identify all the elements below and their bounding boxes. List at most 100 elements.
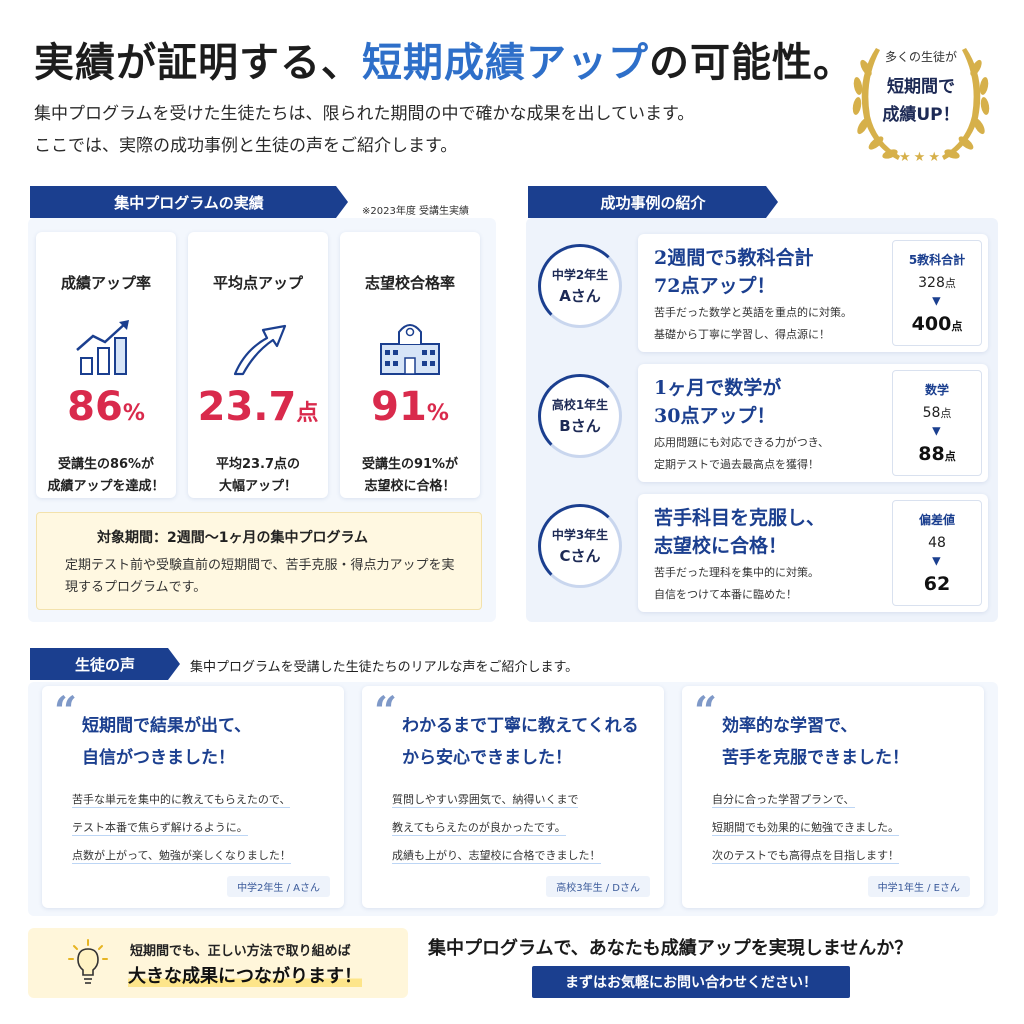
case-text: 苦手だった数学と英語を重点的に対策。 基礎から丁寧に学習し、得点源に！ <box>654 302 884 346</box>
stat-label: 平均点アップ <box>212 274 303 292</box>
student-circle: 中学2年生 Aさん <box>538 244 622 328</box>
stat-description-line: 大幅アップ！ <box>218 479 297 494</box>
score-box: 偏差値 48 ▶ 62 <box>892 500 982 606</box>
voice-text: 質問しやすい雰囲気で、納得いくまで 教えてもらえたのが良かったです。 成績も上が… <box>392 786 660 870</box>
cases-heading: 成功事例の紹介 <box>528 186 778 218</box>
tip-highlight-text: 大きな成果につながります！ <box>128 966 362 987</box>
tip-box: 短期間でも、正しい方法で取り組めば 大きな成果につながります！ <box>28 928 408 998</box>
case-card: 1ヶ月で数学が 30点アップ！ 応用問題にも対応できる力がつき、 定期テストで過… <box>638 364 988 482</box>
stat-unit: % <box>122 401 145 426</box>
voice-title: 効率的な学習で、 苦手を克服できました！ <box>722 710 978 774</box>
case-title-line: 2週間で5教科合計 <box>654 247 814 269</box>
score-unit: 点 <box>951 320 963 333</box>
tip-text: 短期間でも、正しい方法で取り組めば <box>130 944 351 959</box>
score-box: 数学 58点 ▶ 88点 <box>892 370 982 476</box>
quote-mark-icon: “ <box>54 688 78 735</box>
stat-label: 成績アップ率 <box>60 274 151 292</box>
voice-title: 短期間で結果が出て、 自信がつきました！ <box>82 710 338 774</box>
voice-title-line: 効率的な学習で、 <box>722 716 858 736</box>
stat-description: 平均23.7点の 大幅アップ！ <box>188 454 328 498</box>
stat-description-line: 受講生の86%が <box>57 457 155 472</box>
voice-author-tag: 高校3年生 / Dさん <box>546 876 650 897</box>
score-unit: 点 <box>940 407 952 420</box>
score-before: 328点 <box>893 275 981 291</box>
score-label: 偏差値 <box>918 513 955 527</box>
cta-heading: 集中プログラムで、あなたも成績アップを実現しませんか？ <box>428 938 913 959</box>
case-text-line: 定期テストで過去最高点を獲得！ <box>654 458 819 471</box>
student-name: Aさん <box>559 287 601 305</box>
page-title-post: の可能性。 <box>649 39 854 86</box>
case-text-line: 苦手だった理科を集中的に対策。 <box>654 566 819 579</box>
case-row: 高校1年生 Bさん 1ヶ月で数学が 30点アップ！ 応用問題にも対応できる力がつ… <box>526 364 998 488</box>
case-text: 応用問題にも対応できる力がつき、 定期テストで過去最高点を獲得！ <box>654 432 884 476</box>
results-heading: 集中プログラムの実績 <box>30 186 348 218</box>
stat-number: 86 <box>67 384 123 430</box>
stat-number: 91 <box>371 384 427 430</box>
student-name: Cさん <box>559 547 601 565</box>
bar-chart-up-icon <box>76 320 129 375</box>
results-note: ※2023年度 受講生実績 <box>362 206 470 217</box>
stat-value: 86% <box>36 384 176 430</box>
voice-text-line: 質問しやすい雰囲気で、納得いくまで <box>392 793 579 808</box>
score-before-value: 48 <box>928 535 946 551</box>
student-grade: 高校1年生 <box>551 398 609 412</box>
stat-description: 受講生の91%が 志望校に合格！ <box>340 454 480 498</box>
score-box: 5教科合計 328点 ▶ 400点 <box>892 240 982 346</box>
case-title: 1ヶ月で数学が 30点アップ！ <box>654 374 884 430</box>
period-text: 定期テスト前や受験直前の短期間で、苦手克服・得点力アップを実現するプログラムです… <box>65 558 455 595</box>
page-description-line: ここでは、実際の成功事例と生徒の声をご紹介します。 <box>34 136 458 156</box>
score-after: 400点 <box>893 313 981 335</box>
case-card: 苦手科目を克服し、 志望校に合格！ 苦手だった理科を集中的に対策。 自信をつけて… <box>638 494 988 612</box>
contact-button[interactable]: まずはお気軽にお問い合わせください！ <box>532 966 850 998</box>
score-after: 62 <box>893 573 981 595</box>
case-card: 2週間で5教科合計 72点アップ！ 苦手だった数学と英語を重点的に対策。 基礎か… <box>638 234 988 352</box>
voice-text-line: 教えてもらえたのが良かったです。 <box>392 821 566 836</box>
voice-text-line: 成績も上がり、志望校に合格できました！ <box>392 849 601 864</box>
case-title-line: 志望校に合格！ <box>654 535 788 557</box>
voice-author-tag: 中学2年生 / Aさん <box>227 876 330 897</box>
case-title-line: 72点アップ！ <box>654 275 776 297</box>
stat-unit: 点 <box>296 401 319 426</box>
stat-card: 志望校合格率 91% 受講生の91%が 志望校に合格！ <box>340 232 480 498</box>
student-circle: 中学3年生 Cさん <box>538 504 622 588</box>
quote-mark-icon: “ <box>374 688 398 735</box>
case-title-line: 30点アップ！ <box>654 405 776 427</box>
period-box: 対象期間：2週間〜1ヶ月の集中プログラム 定期テスト前や受験直前の短期間で、苦手… <box>36 512 482 610</box>
voice-title-line: 短期間で結果が出て、 <box>82 716 252 736</box>
score-unit: 点 <box>944 450 956 463</box>
voice-text-line: 苦手な単元を集中的に教えてもらえたので、 <box>72 793 291 808</box>
case-row: 中学2年生 Aさん 2週間で5教科合計 72点アップ！ 苦手だった数学と英語を重… <box>526 234 998 358</box>
voice-title: わかるまで丁寧に教えてくれる から安心できました！ <box>402 710 658 774</box>
voices-panel: “ 短期間で結果が出て、 自信がつきました！ 苦手な単元を集中的に教えてもらえた… <box>28 682 998 916</box>
stat-label: 志望校合格率 <box>364 274 455 292</box>
score-before-value: 328 <box>918 275 945 291</box>
voice-card: “ 効率的な学習で、 苦手を克服できました！ 自分に合った学習プランで、 短期間… <box>682 686 984 908</box>
laurel-badge: 多くの生徒が 短期間で 成績UP！ ★★★ <box>836 28 1006 178</box>
case-row: 中学3年生 Cさん 苦手科目を克服し、 志望校に合格！ 苦手だった理科を集中的に… <box>526 494 998 618</box>
voice-text-line: 短期間でも効果的に勉強できました。 <box>712 821 899 836</box>
stat-number: 23.7 <box>197 384 297 430</box>
stat-description-line: 受講生の91%が <box>361 457 459 472</box>
stat-unit: % <box>426 401 449 426</box>
stat-value: 91% <box>340 384 480 430</box>
quote-mark-icon: “ <box>694 688 718 735</box>
score-after-value: 88 <box>918 443 945 465</box>
page-description: 集中プログラムを受けた生徒たちは、限られた期間の中で確かな成果を出しています。 … <box>34 98 694 162</box>
case-text-line: 基礎から丁寧に学習し、得点源に！ <box>654 328 830 341</box>
stat-card: 成績アップ率 86% 受講生の86%が 成績アップを達成！ <box>36 232 176 498</box>
page-title: 実績が証明する、短期成績アップの可能性。 <box>34 30 854 88</box>
voice-card: “ 短期間で結果が出て、 自信がつきました！ 苦手な単元を集中的に教えてもらえた… <box>42 686 344 908</box>
score-label: 5教科合計 <box>908 253 966 267</box>
results-panel: 成績アップ率 86% 受講生の86%が 成績アップを達成！ 平均点アップ 23.… <box>28 218 496 622</box>
tip-highlight: 大きな成果につながります！ <box>128 962 362 988</box>
score-before-value: 58 <box>922 405 941 421</box>
student-name: Bさん <box>559 417 601 435</box>
voices-intro: 集中プログラムを受講した生徒たちのリアルな声をご紹介します。 <box>190 660 579 675</box>
score-after: 88点 <box>893 443 981 465</box>
case-text-line: 自信をつけて本番に臨めた！ <box>654 588 797 601</box>
page-description-line: 集中プログラムを受けた生徒たちは、限られた期間の中で確かな成果を出しています。 <box>34 104 695 124</box>
voices-heading: 生徒の声 <box>30 648 180 680</box>
page-title-accent: 短期成績アップ <box>362 39 649 86</box>
badge-line: 多くの生徒が <box>884 50 957 64</box>
score-unit: 点 <box>944 277 956 290</box>
